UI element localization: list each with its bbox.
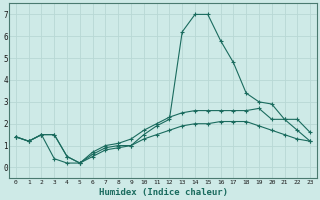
X-axis label: Humidex (Indice chaleur): Humidex (Indice chaleur) [99, 188, 228, 197]
